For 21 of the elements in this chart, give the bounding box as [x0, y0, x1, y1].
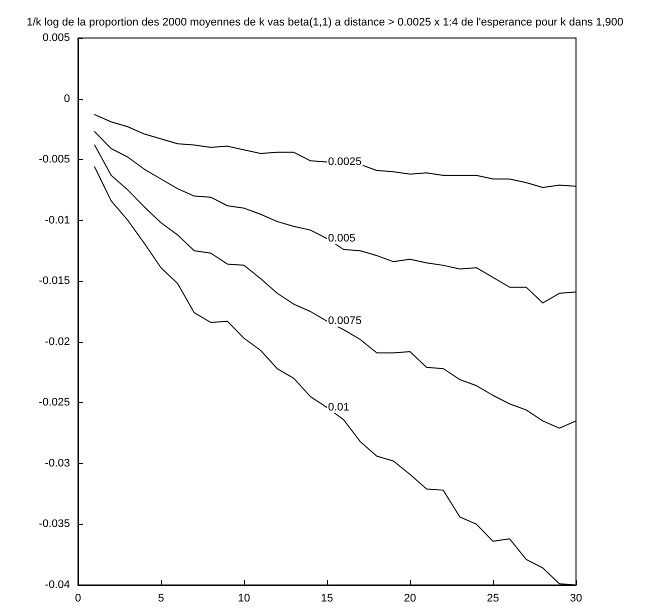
- x-tick-label: 20: [404, 592, 416, 604]
- y-tick-label: -0.035: [38, 518, 70, 530]
- y-tick-label: -0.025: [38, 396, 70, 409]
- series-label: 0.01: [328, 402, 350, 414]
- y-tick-label: -0.015: [38, 275, 70, 288]
- x-tick-label: 5: [158, 592, 164, 604]
- y-tick-label: -0.02: [44, 336, 70, 348]
- y-tick-label: -0.03: [44, 457, 70, 470]
- x-tick-label: 15: [320, 592, 334, 604]
- x-tick-label: 30: [570, 592, 582, 604]
- y-tick-label: 0: [64, 92, 70, 105]
- series-label: 0.005: [328, 232, 356, 245]
- series-label: 0.0075: [328, 315, 362, 328]
- y-tick-label: -0.01: [44, 214, 70, 226]
- x-tick-label: 10: [238, 592, 250, 604]
- chart-title: 1/k log de la proportion des 2000 moyennes de k vas beta(1,1) a distance > 0.0025 x 1:4 de l'esperance pour k dans 1,900: [26, 16, 624, 28]
- y-tick-label: -0.04: [44, 579, 70, 591]
- x-tick-label: 0: [74, 592, 82, 604]
- y-tick-label: 0.005: [42, 32, 70, 44]
- x-tick-label: 25: [486, 592, 500, 604]
- y-tick-label: -0.005: [38, 154, 70, 166]
